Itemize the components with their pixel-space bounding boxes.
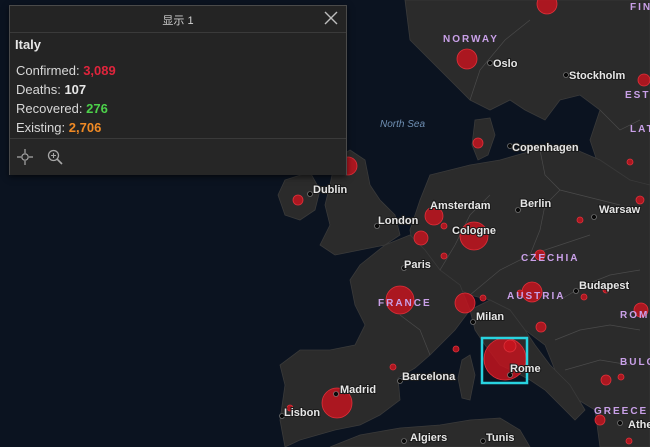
bubble[interactable] [534, 249, 546, 261]
bubble[interactable] [440, 222, 448, 230]
bubble[interactable] [580, 293, 588, 301]
city-label: Athe [628, 419, 650, 431]
bubble[interactable] [635, 195, 645, 205]
city-label: Warsaw [599, 204, 641, 216]
bubble[interactable] [459, 221, 489, 251]
city-label: Algiers [410, 432, 447, 444]
bubble[interactable] [576, 216, 584, 224]
bubble[interactable] [440, 252, 448, 260]
stat-value: 276 [86, 101, 108, 116]
bubble[interactable] [385, 285, 415, 315]
bubble[interactable] [617, 373, 625, 381]
bubble[interactable] [292, 194, 304, 206]
country-label: GREECE [594, 406, 648, 417]
bubble[interactable] [633, 302, 649, 318]
bubble[interactable] [456, 48, 478, 70]
bubble[interactable] [389, 363, 397, 371]
city-label: Barcelona [402, 371, 456, 383]
country-label: ESTO [625, 90, 650, 101]
bubble[interactable] [602, 286, 610, 294]
city-label: Milan [476, 311, 504, 323]
close-icon[interactable] [322, 9, 340, 27]
bubble[interactable] [452, 345, 460, 353]
stat-value: 2,706 [68, 120, 102, 135]
country-label: AUSTRIA [507, 291, 565, 302]
city-label: Oslo [493, 58, 518, 70]
city-label: Amsterdam [430, 200, 491, 212]
bubble[interactable] [626, 158, 634, 166]
city-label: Dublin [313, 184, 347, 196]
stat-value: 3,089 [83, 63, 116, 78]
stat-label: Deaths: [16, 82, 61, 97]
bubble[interactable] [536, 0, 558, 15]
stat-recovered: Recovered: 276 [16, 101, 108, 116]
country-label: ROM [620, 310, 649, 321]
popup-header: 显示 1 [10, 6, 346, 33]
bubble[interactable] [503, 339, 517, 353]
bubble[interactable] [600, 374, 612, 386]
country-label: NORWAY [443, 34, 499, 45]
stat-label: Confirmed: [16, 63, 80, 78]
bubble[interactable] [516, 289, 524, 297]
country-label: FRANCE [378, 298, 432, 309]
bubble[interactable] [625, 437, 633, 445]
city-label: London [378, 215, 419, 227]
country-name: Italy [15, 37, 42, 52]
stat-value: 107 [64, 82, 87, 97]
city-label: Madrid [340, 384, 376, 396]
city-labels: Oslo Stockholm Copenhagen Dublin Amsterd… [283, 57, 650, 445]
stat-label: Recovered: [16, 101, 83, 116]
country-label: LATV [630, 124, 650, 135]
bubble[interactable] [321, 387, 353, 419]
popup-title: 显示 1 [162, 15, 194, 27]
stat-deaths: Deaths: 107 [16, 82, 86, 97]
stat-label: Existing: [16, 120, 66, 135]
country-label: CZECHIA [521, 253, 579, 264]
sea-label: North Sea [380, 119, 425, 130]
city-label: Budapest [579, 280, 629, 292]
bubble[interactable] [472, 137, 484, 149]
bubble[interactable] [286, 404, 294, 412]
city-label: Copenhagen [512, 142, 579, 154]
popup-content: Italy Confirmed: 3,089 Deaths: 107 Recov… [10, 33, 346, 138]
stat-confirmed: Confirmed: 3,089 [16, 63, 116, 78]
bubble[interactable] [535, 321, 547, 333]
city-label: Berlin [520, 198, 551, 210]
city-dots [279, 60, 623, 444]
country-label: FIN [630, 2, 650, 13]
selected-feature-highlight [480, 336, 529, 385]
pan-icon[interactable] [16, 148, 34, 166]
city-label: Lisbon [284, 407, 320, 419]
bubble[interactable] [637, 73, 650, 87]
popup-toolbar [10, 138, 346, 175]
stat-existing: Existing: 2,706 [16, 120, 101, 135]
city-label: Rome [510, 363, 541, 375]
info-popup: 显示 1 Italy Confirmed: 3,089 Deaths: 107 … [9, 5, 347, 175]
city-label: Stockholm [569, 70, 625, 82]
city-label: Cologne [452, 225, 496, 237]
bubble[interactable] [479, 294, 487, 302]
bubble[interactable] [413, 230, 429, 246]
city-label: Paris [404, 259, 431, 271]
city-label: Tunis [486, 432, 515, 444]
bubble[interactable] [594, 414, 606, 426]
zoom-in-icon[interactable] [46, 148, 64, 166]
bubble[interactable] [454, 292, 476, 314]
